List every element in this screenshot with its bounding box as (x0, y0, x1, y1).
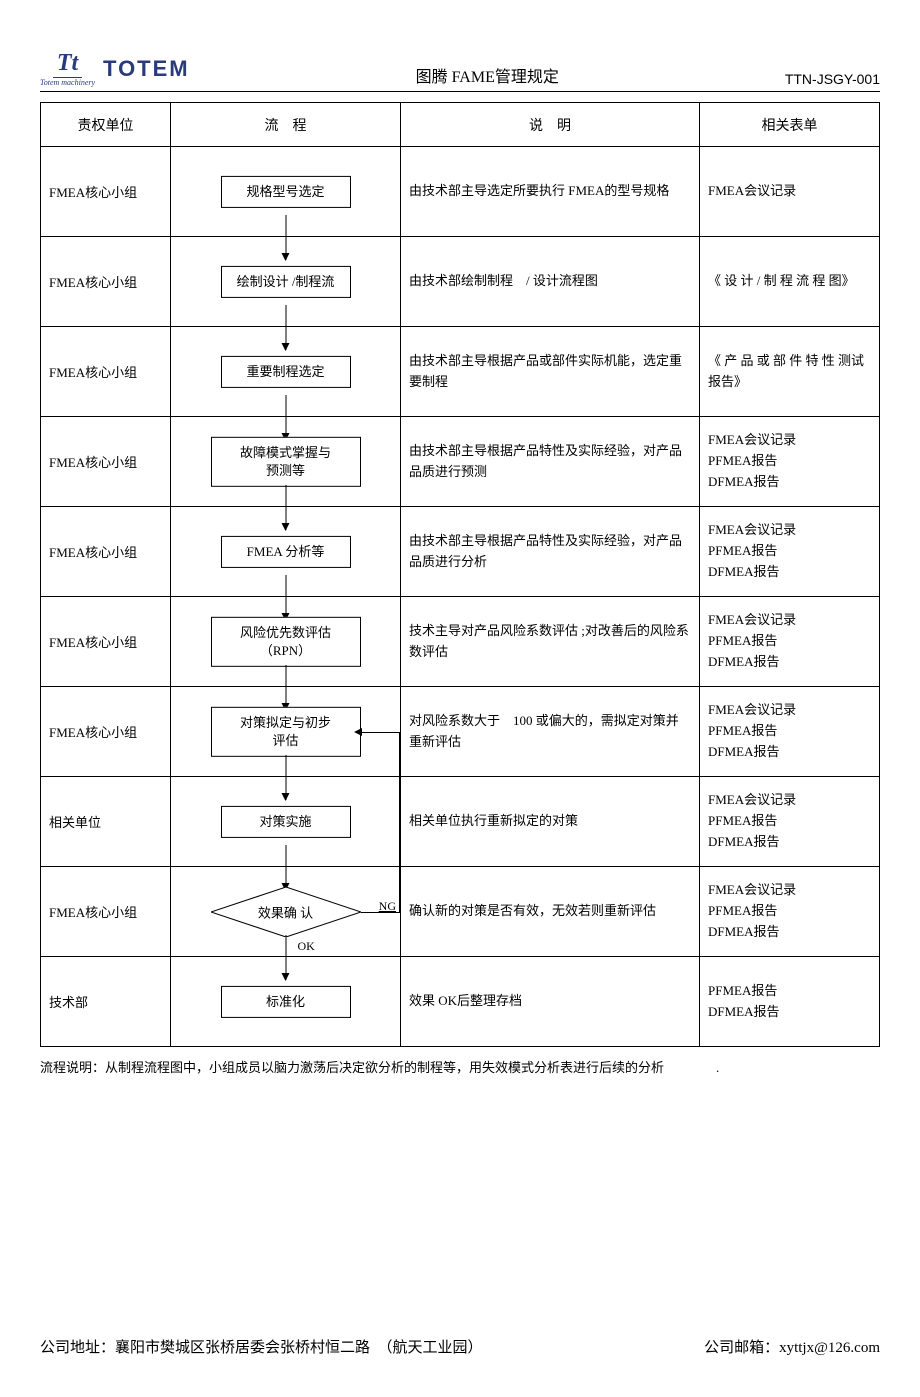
dept-cell: FMEA核心小组 (41, 687, 171, 777)
flow-cell: 标准化 (171, 957, 401, 1047)
process-table: 责权单位 流 程 说 明 相关表单 FMEA核心小组 规格型号选定 由技术部主导选定… (40, 102, 880, 1047)
desc-cell: 相关单位执行重新拟定的对策 (401, 777, 700, 867)
dept-cell: FMEA核心小组 (41, 417, 171, 507)
doc-title: 图腾 FAME管理规定 (190, 63, 785, 87)
flow-cell: 对策实施 (171, 777, 401, 867)
dept-cell: FMEA核心小组 (41, 507, 171, 597)
form-cell: FMEA会议记录PFMEA报告DFMEA报告 (700, 597, 880, 687)
col-flow: 流 程 (171, 103, 401, 147)
page-footer: 公司地址：襄阳市樊城区张桥居委会张桥村恒二路 （航天工业园） 公司邮箱：xytt… (40, 1336, 880, 1357)
table-row: FMEA核心小组故障模式掌握与预测等由技术部主导根据产品特性及实际经验，对产品品… (41, 417, 880, 507)
form-cell: 《 产 品 或 部 件 特 性 测试报告》 (700, 327, 880, 417)
flow-box: 风险优先数评估（RPN） (211, 616, 361, 666)
flow-cell: 绘制设计 /制程流 (171, 237, 401, 327)
dept-cell: 相关单位 (41, 777, 171, 867)
form-cell: FMEA会议记录PFMEA报告DFMEA报告 (700, 687, 880, 777)
decision-label: 效果确 认 (258, 902, 313, 921)
dept-cell: FMEA核心小组 (41, 867, 171, 957)
desc-cell: 由技术部主导根据产品特性及实际经验，对产品品质进行分析 (401, 507, 700, 597)
dept-cell: FMEA核心小组 (41, 597, 171, 687)
process-note: 流程说明：从制程流程图中，小组成员以脑力激荡后决定欲分析的制程等，用失效模式分析… (40, 1057, 880, 1076)
flow-box: 标准化 (221, 985, 351, 1017)
flow-cell: 故障模式掌握与预测等 (171, 417, 401, 507)
col-dept: 责权单位 (41, 103, 171, 147)
dept-cell: FMEA核心小组 (41, 147, 171, 237)
flow-cell: 风险优先数评估（RPN） (171, 597, 401, 687)
logo: Tt Totem machinery TOTEM (40, 50, 190, 87)
flow-box: 规格型号选定 (221, 175, 351, 207)
logo-text: TOTEM (103, 56, 190, 82)
table-row: FMEA核心小组 绘制设计 /制程流 由技术部绘制制程 / 设计流程图《 设 计 /… (41, 237, 880, 327)
desc-cell: 效果 OK后整理存档 (401, 957, 700, 1047)
desc-cell: 由技术部主导选定所要执行 FMEA的型号规格 (401, 147, 700, 237)
dept-cell: FMEA核心小组 (41, 327, 171, 417)
table-row: 技术部 标准化 效果 OK后整理存档PFMEA报告DFMEA报告 (41, 957, 880, 1047)
dept-cell: 技术部 (41, 957, 171, 1047)
flow-cell: 效果确 认OKNG (171, 867, 401, 957)
desc-cell: 由技术部主导根据产品特性及实际经验，对产品品质进行预测 (401, 417, 700, 507)
table-row: FMEA核心小组 效果确 认OKNG确认新的对策是否有效，无效若则重新评估FME… (41, 867, 880, 957)
form-cell: PFMEA报告DFMEA报告 (700, 957, 880, 1047)
desc-cell: 技术主导对产品风险系数评估 ;对改善后的风险系数评估 (401, 597, 700, 687)
flow-cell: FMEA 分析等 (171, 507, 401, 597)
company-address: 公司地址：襄阳市樊城区张桥居委会张桥村恒二路 （航天工业园） (40, 1336, 483, 1357)
flow-box: 重要制程选定 (221, 355, 351, 387)
desc-cell: 由技术部主导根据产品或部件实际机能，选定重要制程 (401, 327, 700, 417)
company-email: 公司邮箱：xyttjx@126.com (704, 1336, 880, 1357)
page-header: Tt Totem machinery TOTEM 图腾 FAME管理规定 TTN… (40, 50, 880, 92)
flow-box: FMEA 分析等 (221, 535, 351, 567)
form-cell: FMEA会议记录PFMEA报告DFMEA报告 (700, 777, 880, 867)
desc-cell: 确认新的对策是否有效，无效若则重新评估 (401, 867, 700, 957)
flow-box: 对策拟定与初步评估 (211, 706, 361, 756)
table-row: FMEA核心小组风险优先数评估（RPN） 技术主导对产品风险系数评估 ;对改善后的… (41, 597, 880, 687)
flow-cell: 对策拟定与初步评估 (171, 687, 401, 777)
table-row: FMEA核心小组 重要制程选定 由技术部主导根据产品或部件实际机能，选定重要制程《 … (41, 327, 880, 417)
flow-cell: 重要制程选定 (171, 327, 401, 417)
flow-box: 故障模式掌握与预测等 (211, 436, 361, 486)
form-cell: FMEA会议记录PFMEA报告DFMEA报告 (700, 417, 880, 507)
dept-cell: FMEA核心小组 (41, 237, 171, 327)
table-row: FMEA核心小组对策拟定与初步评估对风险系数大于 100 或偏大的，需拟定对策并… (41, 687, 880, 777)
flow-box: 绘制设计 /制程流 (221, 265, 351, 297)
form-cell: 《 设 计 / 制 程 流 程 图》 (700, 237, 880, 327)
desc-cell: 对风险系数大于 100 或偏大的，需拟定对策并重新评估 (401, 687, 700, 777)
col-form: 相关表单 (700, 103, 880, 147)
table-row: FMEA核心小组 规格型号选定 由技术部主导选定所要执行 FMEA的型号规格FMEA… (41, 147, 880, 237)
form-cell: FMEA会议记录PFMEA报告DFMEA报告 (700, 867, 880, 957)
table-row: FMEA核心小组 FMEA 分析等 由技术部主导根据产品特性及实际经验，对产品品质进… (41, 507, 880, 597)
col-desc: 说 明 (401, 103, 700, 147)
form-cell: FMEA会议记录PFMEA报告DFMEA报告 (700, 507, 880, 597)
form-cell: FMEA会议记录 (700, 147, 880, 237)
doc-code: TTN-JSGY-001 (785, 71, 880, 87)
ok-label: OK (298, 939, 315, 954)
flow-cell: 规格型号选定 (171, 147, 401, 237)
table-row: 相关单位 对策实施 相关单位执行重新拟定的对策FMEA会议记录PFMEA报告DFME… (41, 777, 880, 867)
desc-cell: 由技术部绘制制程 / 设计流程图 (401, 237, 700, 327)
logo-mark: Tt Totem machinery (40, 50, 95, 87)
flow-box: 对策实施 (221, 805, 351, 837)
